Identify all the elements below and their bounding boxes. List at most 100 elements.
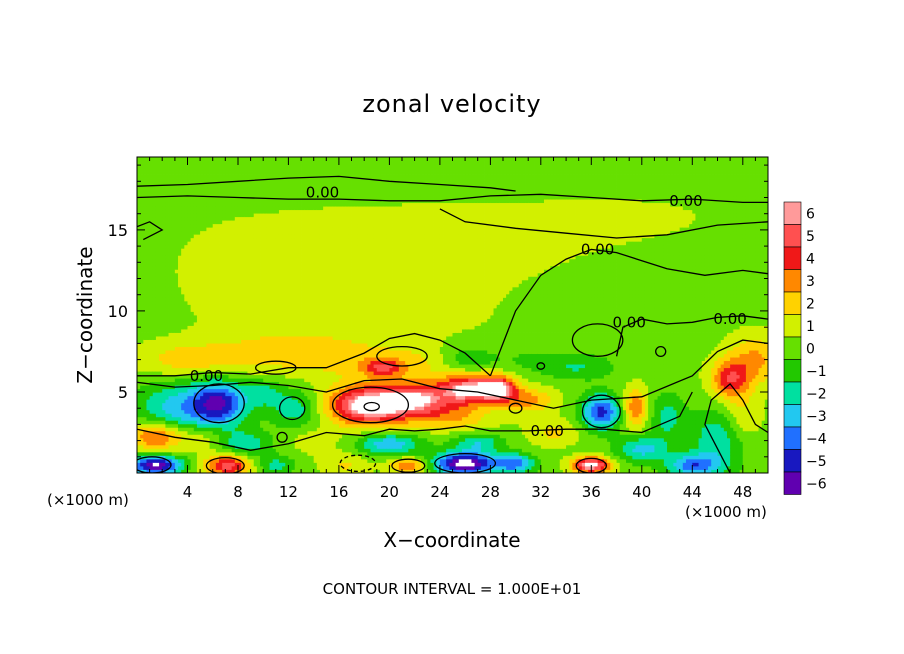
heatmap-cell — [272, 329, 277, 333]
heatmap-cell — [222, 167, 226, 172]
heatmap-cell — [155, 178, 160, 182]
heatmap-cell — [152, 174, 157, 179]
heatmap-cell — [219, 413, 223, 418]
heatmap-cell — [143, 286, 147, 291]
heatmap-cell — [272, 293, 277, 298]
heatmap-cell — [304, 174, 308, 179]
heatmap-cell — [250, 227, 255, 232]
heatmap-cell — [193, 248, 198, 253]
heatmap-cell — [215, 430, 220, 435]
heatmap-cell — [212, 279, 217, 284]
heatmap-cell — [203, 185, 207, 189]
heatmap-cell — [244, 311, 248, 316]
heatmap-cell — [215, 241, 220, 246]
heatmap-cell — [206, 346, 210, 351]
heatmap-cell — [171, 325, 176, 330]
heatmap-cell — [140, 300, 144, 305]
heatmap-cell — [190, 286, 195, 291]
heatmap-cell — [231, 262, 236, 267]
heatmap-cell — [278, 318, 283, 323]
heatmap-cell — [212, 448, 217, 453]
heatmap-cell — [168, 420, 173, 425]
heatmap-cell — [294, 318, 299, 323]
heatmap-cell — [228, 367, 233, 372]
heatmap-cell — [193, 237, 198, 242]
heatmap-cell — [187, 423, 192, 428]
heatmap-cell — [275, 413, 280, 418]
heatmap-cell — [184, 164, 188, 168]
heatmap-cell — [222, 451, 226, 456]
heatmap-cell — [234, 336, 239, 340]
heatmap-cell — [250, 395, 255, 400]
heatmap-cell — [294, 413, 299, 418]
heatmap-cell — [285, 392, 289, 397]
heatmap-cell — [149, 279, 154, 284]
heatmap-cell — [288, 399, 292, 404]
heatmap-cell — [241, 241, 245, 246]
heatmap-cell — [250, 241, 255, 246]
heatmap-cell — [146, 371, 151, 376]
heatmap-cell — [234, 258, 239, 263]
heatmap-cell — [244, 329, 248, 333]
heatmap-cell — [301, 395, 305, 400]
heatmap-cell — [174, 329, 179, 333]
heatmap-cell — [288, 318, 292, 323]
heatmap-cell — [219, 462, 223, 467]
heatmap-cell — [278, 223, 283, 228]
heatmap-cell — [256, 276, 261, 281]
heatmap-cell — [184, 378, 188, 383]
heatmap-cell — [225, 171, 229, 175]
heatmap-cell — [241, 381, 245, 386]
heatmap-cell — [263, 325, 267, 330]
heatmap-cell — [174, 448, 179, 453]
heatmap-cell — [294, 192, 299, 197]
heatmap-cell — [219, 444, 223, 449]
heatmap-cell — [244, 322, 248, 326]
heatmap-cell — [269, 458, 274, 463]
heatmap-cell — [263, 164, 267, 168]
heatmap-cell — [215, 272, 220, 277]
heatmap-cell — [137, 248, 141, 253]
heatmap-cell — [263, 378, 267, 383]
heatmap-cell — [222, 364, 226, 369]
heatmap-cell — [247, 202, 251, 207]
heatmap-cell — [193, 255, 198, 260]
heatmap-cell — [162, 329, 166, 333]
heatmap-cell — [174, 164, 179, 168]
heatmap-cell — [297, 307, 302, 312]
heatmap-cell — [260, 304, 264, 309]
heatmap-cell — [231, 157, 236, 161]
heatmap-cell — [165, 311, 169, 316]
heatmap-cell — [152, 311, 157, 316]
heatmap-cell — [222, 192, 226, 197]
heatmap-cell — [231, 290, 236, 295]
heatmap-cell — [193, 451, 198, 456]
heatmap-cell — [250, 416, 255, 421]
heatmap-cell — [143, 241, 147, 246]
heatmap-cell — [174, 258, 179, 263]
heatmap-cell — [225, 255, 229, 260]
heatmap-cell — [237, 290, 242, 295]
heatmap-cell — [291, 318, 296, 323]
heatmap-cell — [307, 325, 311, 330]
heatmap-cell — [181, 413, 185, 418]
heatmap-cell — [288, 381, 292, 386]
heatmap-cell — [174, 395, 179, 400]
heatmap-cell — [291, 244, 296, 249]
heatmap-cell — [294, 346, 299, 351]
heatmap-cell — [190, 360, 195, 365]
heatmap-cell — [275, 388, 280, 393]
heatmap-cell — [146, 430, 151, 435]
heatmap-cell — [143, 290, 147, 295]
heatmap-cell — [178, 269, 182, 274]
heatmap-cell — [222, 378, 226, 383]
heatmap-cell — [234, 332, 239, 337]
heatmap-cell — [285, 220, 289, 225]
heatmap-cell — [272, 322, 277, 326]
heatmap-cell — [282, 206, 286, 211]
heatmap-cell — [282, 174, 286, 179]
heatmap-cell — [241, 269, 245, 274]
heatmap-cell — [190, 416, 195, 421]
heatmap-cell — [272, 251, 277, 256]
heatmap-cell — [187, 367, 192, 372]
